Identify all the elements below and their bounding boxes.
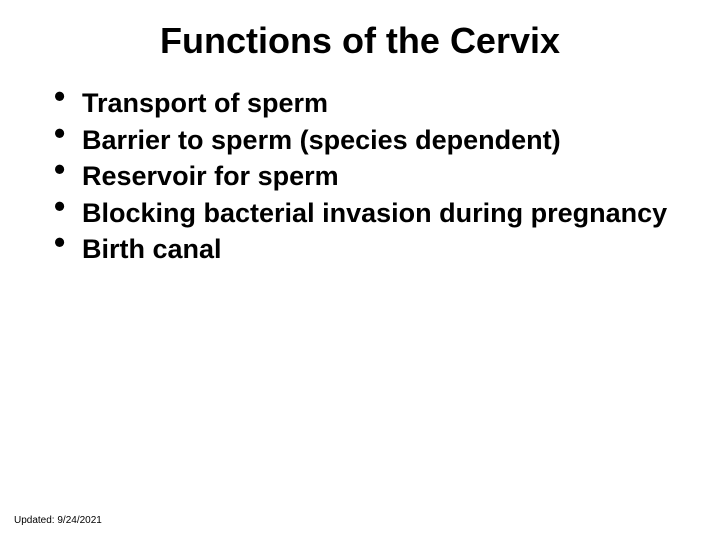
bullet-list: Transport of sperm Barrier to sperm (spe… [46,86,676,267]
slide-body: Transport of sperm Barrier to sperm (spe… [46,86,676,269]
slide-title: Functions of the Cervix [0,20,720,62]
list-item: Transport of sperm [46,86,676,121]
slide: { "title": { "text": "Functions of the C… [0,0,720,540]
footer-updated: Updated: 9/24/2021 [14,515,102,526]
list-item: Blocking bacterial invasion during pregn… [46,196,676,231]
list-item: Birth canal [46,232,676,267]
list-item: Reservoir for sperm [46,159,676,194]
list-item: Barrier to sperm (species dependent) [46,123,676,158]
